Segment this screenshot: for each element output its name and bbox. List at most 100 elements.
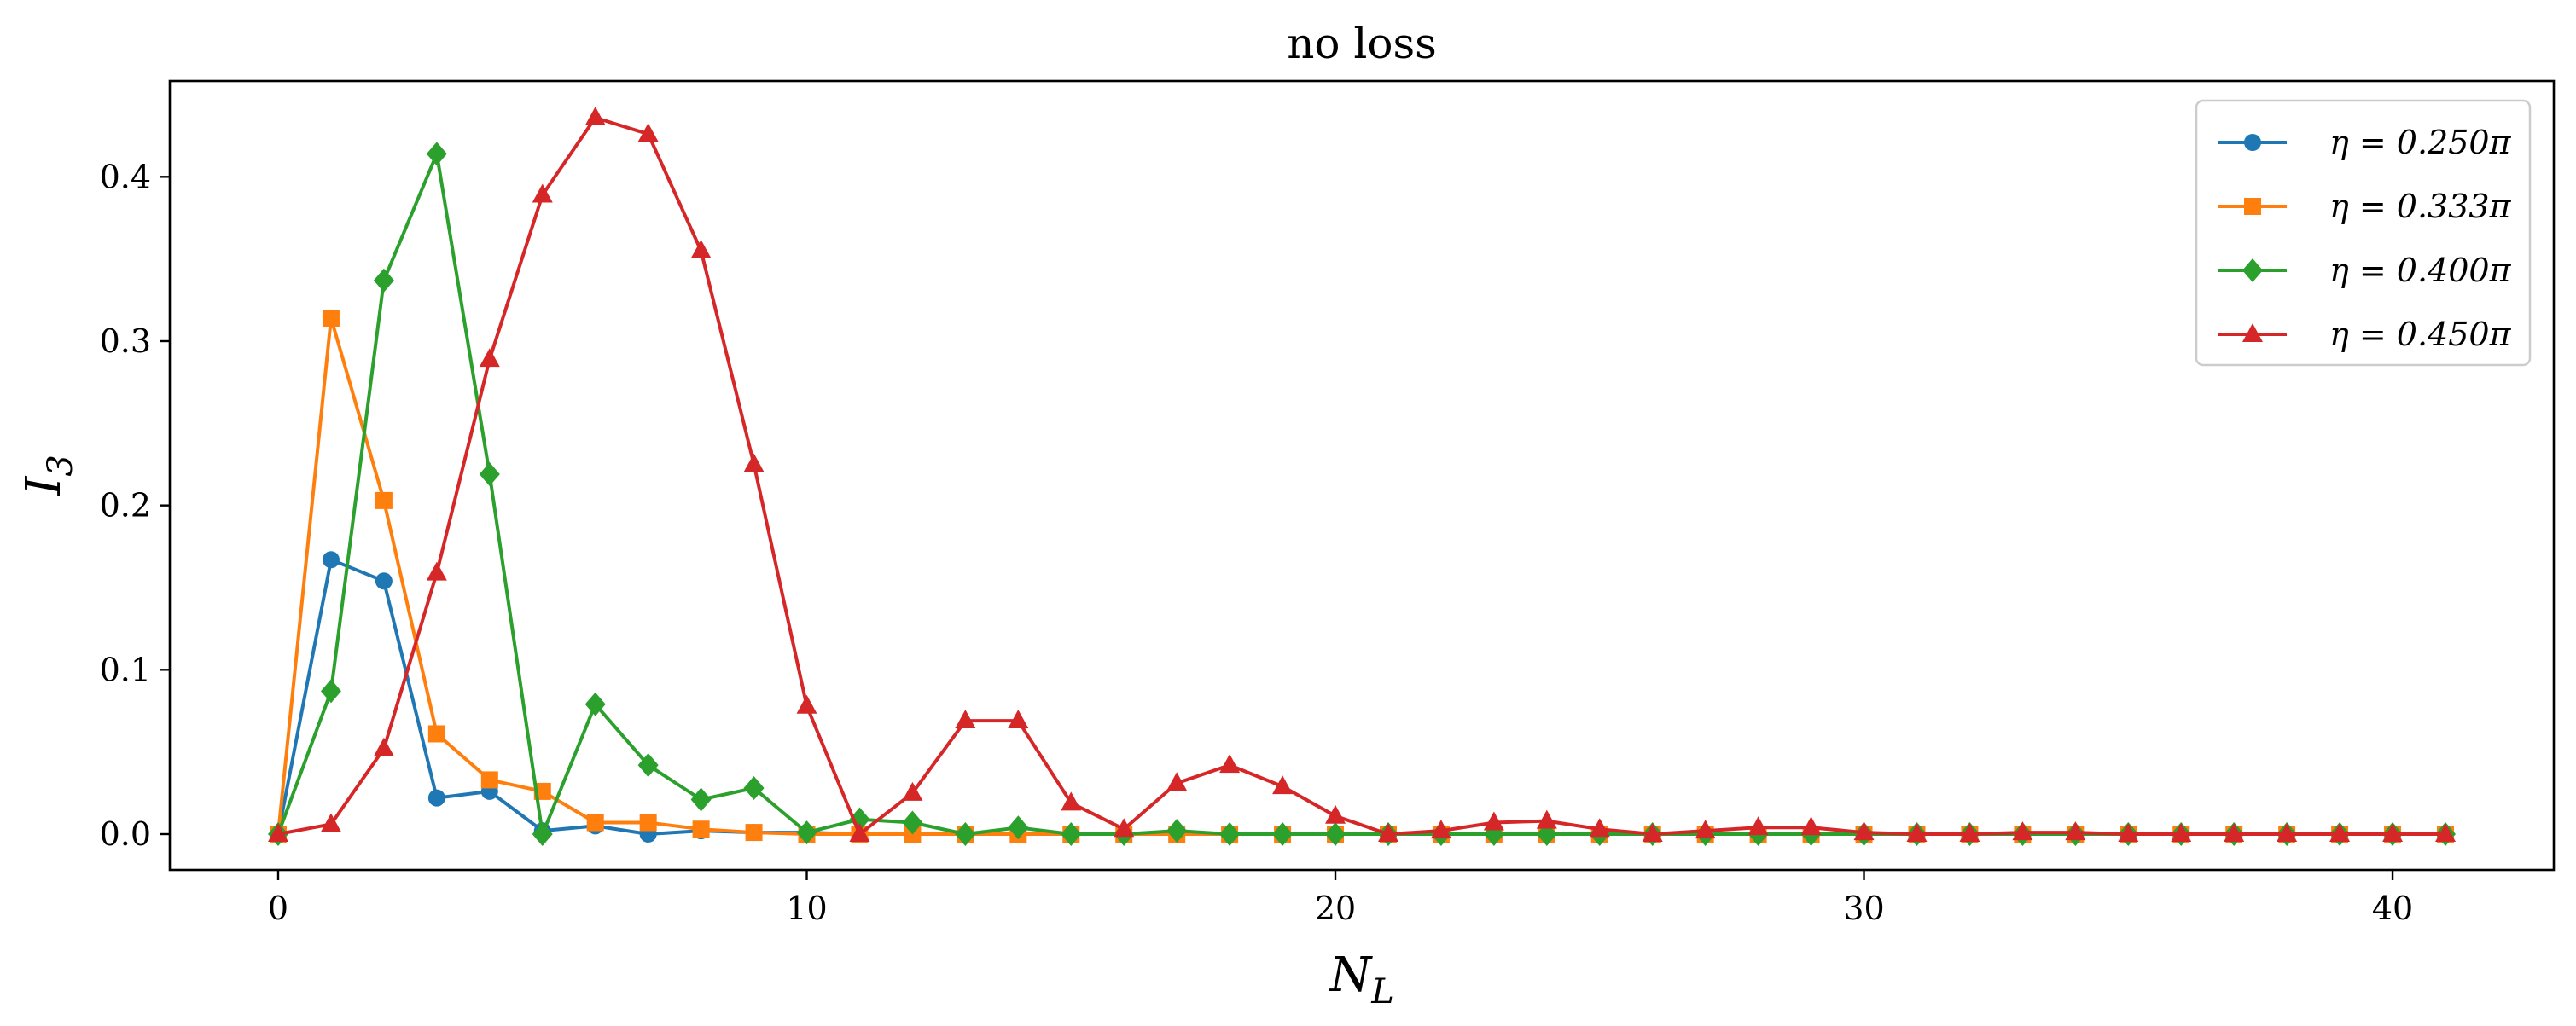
- data-point: [690, 787, 712, 812]
- data-point: [426, 142, 447, 166]
- data-point: [373, 737, 394, 756]
- data-point: [2224, 822, 2245, 842]
- data-point: [375, 491, 393, 509]
- data-point: [849, 822, 870, 842]
- y-tick-label: 0.3: [100, 322, 151, 360]
- legend-marker: [2242, 258, 2263, 282]
- data-point: [322, 551, 340, 569]
- data-point: [690, 240, 712, 259]
- legend-frame: [2195, 99, 2532, 367]
- data-point: [426, 561, 447, 581]
- data-point: [1061, 821, 1082, 846]
- data-point: [1589, 818, 1610, 838]
- data-point: [902, 781, 923, 801]
- data-point: [1642, 822, 1663, 842]
- data-point: [2382, 822, 2404, 842]
- data-point: [1008, 710, 1029, 729]
- data-point: [479, 348, 500, 368]
- x-tick-label: 0: [268, 890, 288, 927]
- data-point: [2435, 822, 2456, 842]
- y-tick-label: 0.2: [100, 487, 151, 525]
- legend-label: η = 0.450π: [2329, 316, 2512, 353]
- data-point: [1430, 820, 1451, 839]
- data-point: [639, 814, 657, 832]
- x-axis-label-subscript: L: [1370, 972, 1394, 1012]
- x-tick-label: 20: [1315, 890, 1356, 927]
- data-point: [584, 106, 606, 125]
- data-point: [2171, 822, 2192, 842]
- data-point: [427, 725, 445, 743]
- y-axis-label: I3: [16, 455, 80, 496]
- data-point: [743, 776, 765, 801]
- data-point: [1114, 818, 1135, 838]
- data-point: [1219, 754, 1241, 774]
- data-point: [902, 810, 923, 835]
- data-point: [743, 453, 765, 472]
- data-point: [1695, 820, 1716, 839]
- data-point: [373, 268, 394, 293]
- data-point: [1377, 822, 1398, 842]
- legend-entry: η = 0.250π: [2218, 124, 2512, 161]
- chart-title: no loss: [1287, 19, 1437, 68]
- data-point: [955, 821, 976, 846]
- data-point: [1325, 804, 1346, 824]
- legend-items: η = 0.250π η = 0.333π η = 0.400π η = 0.450π: [2218, 124, 2512, 353]
- data-point: [2118, 822, 2139, 842]
- data-point: [2065, 821, 2086, 841]
- data-point: [532, 183, 553, 203]
- data-point: [1483, 811, 1504, 831]
- data-point: [480, 771, 498, 789]
- legend-marker: [2244, 198, 2261, 215]
- data-point: [320, 813, 341, 832]
- x-tick-label: 10: [786, 890, 827, 927]
- legend-entry: η = 0.400π: [2218, 252, 2512, 289]
- data-point: [532, 821, 553, 846]
- data-point: [320, 679, 341, 704]
- data-point: [796, 694, 817, 714]
- data-point: [955, 710, 976, 729]
- data-point: [796, 820, 817, 845]
- data-point: [1536, 809, 1557, 829]
- data-point: [584, 692, 606, 716]
- y-tick-label: 0.4: [100, 158, 151, 195]
- y-tick-label: 0.0: [100, 815, 151, 853]
- x-tick-label: 40: [2372, 890, 2413, 927]
- data-point: [322, 310, 340, 328]
- series-4: [268, 106, 2456, 842]
- data-point: [268, 822, 288, 842]
- data-point: [2277, 822, 2298, 842]
- data-point: [479, 462, 500, 487]
- data-point: [1166, 819, 1188, 843]
- data-point: [1219, 821, 1241, 846]
- y-tick-label: 0.1: [100, 651, 151, 688]
- data-point: [692, 820, 710, 838]
- data-point: [1272, 775, 1294, 795]
- data-point: [1906, 822, 1928, 842]
- legend-label: η = 0.333π: [2329, 188, 2512, 225]
- ticks-layer: 0 10 20 30 40 0.0 0.1 0.2 0.3 0.4: [100, 158, 2414, 927]
- data-point: [1008, 815, 1029, 840]
- legend-entry: η = 0.333π: [2218, 188, 2512, 225]
- legend-entry: η = 0.450π: [2218, 316, 2512, 353]
- data-point: [1061, 791, 1082, 811]
- legend-label: η = 0.400π: [2329, 252, 2512, 289]
- plot-frame: [168, 79, 2556, 872]
- x-axis-label: NL: [1328, 948, 1394, 1012]
- data-point: [375, 572, 393, 590]
- y-axis-label-main: I: [16, 475, 72, 496]
- data-point: [586, 814, 604, 832]
- x-tick-label: 30: [1843, 890, 1884, 927]
- data-point: [637, 123, 659, 142]
- data-point: [1853, 821, 1875, 841]
- data-point: [1166, 772, 1188, 791]
- data-point: [427, 789, 445, 807]
- data-point: [1959, 822, 1980, 842]
- data-point: [1747, 816, 1769, 836]
- data-point: [637, 753, 659, 778]
- legend-marker: [2242, 323, 2263, 342]
- legend-label: η = 0.250π: [2329, 124, 2512, 161]
- y-axis-label-subscript: 3: [41, 455, 80, 476]
- data-point: [2012, 821, 2033, 841]
